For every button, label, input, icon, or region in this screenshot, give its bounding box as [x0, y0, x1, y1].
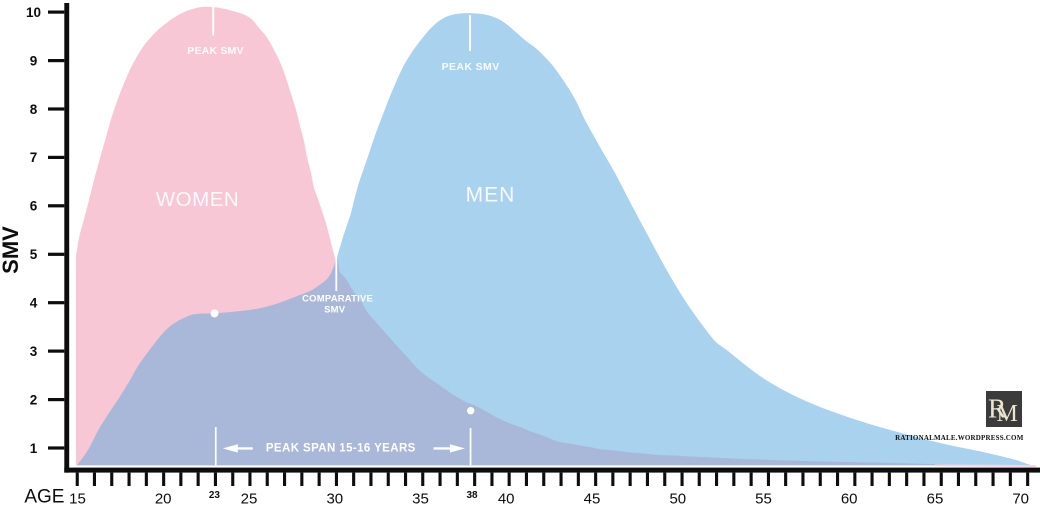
svg-text:3: 3 — [30, 344, 38, 359]
svg-text:50: 50 — [669, 491, 686, 508]
svg-text:40: 40 — [498, 491, 515, 508]
svg-text:COMPARATIVE: COMPARATIVE — [302, 294, 373, 305]
svg-text:MEN: MEN — [466, 184, 516, 207]
svg-text:10: 10 — [26, 5, 41, 20]
svg-text:55: 55 — [755, 491, 772, 508]
svg-text:WOMEN: WOMEN — [156, 188, 240, 211]
svg-text:8: 8 — [30, 102, 38, 117]
svg-text:23: 23 — [209, 490, 221, 501]
svg-text:20: 20 — [155, 491, 172, 508]
svg-text:M: M — [997, 401, 1018, 427]
svg-text:6: 6 — [30, 199, 38, 214]
svg-text:4: 4 — [30, 296, 38, 311]
svg-text:35: 35 — [412, 491, 429, 508]
svg-text:2: 2 — [30, 392, 38, 407]
svg-text:7: 7 — [30, 150, 38, 165]
svg-text:PEAK SMV: PEAK SMV — [187, 45, 243, 57]
svg-text:9: 9 — [30, 53, 38, 68]
svg-text:30: 30 — [326, 491, 343, 508]
svg-text:65: 65 — [927, 491, 944, 508]
svg-text:SMV: SMV — [324, 305, 346, 316]
svg-text:60: 60 — [841, 491, 858, 508]
svg-text:15: 15 — [69, 491, 86, 508]
svg-text:1: 1 — [30, 441, 38, 456]
svg-text:R: R — [988, 393, 1007, 424]
svg-text:SMV: SMV — [0, 226, 23, 274]
svg-text:RATIONALMALE.WORDPRESS.COM: RATIONALMALE.WORDPRESS.COM — [895, 434, 1024, 442]
svg-text:PEAK SMV: PEAK SMV — [442, 61, 500, 73]
svg-text:5: 5 — [30, 247, 38, 262]
svg-text:25: 25 — [241, 491, 258, 508]
svg-text:38: 38 — [466, 490, 478, 501]
svg-text:AGE: AGE — [24, 487, 64, 508]
svg-text:70: 70 — [1012, 491, 1029, 508]
svg-text:PEAK SPAN 15-16 YEARS: PEAK SPAN 15-16 YEARS — [266, 443, 416, 455]
svg-text:45: 45 — [584, 491, 601, 508]
